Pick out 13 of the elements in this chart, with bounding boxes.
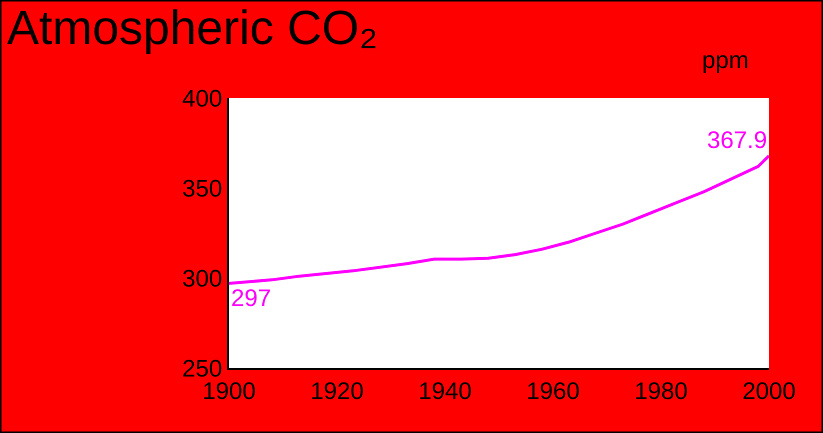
x-tick-label: 1940 xyxy=(418,378,472,405)
y-tick-label: 350 xyxy=(182,175,222,202)
y-tick-label: 300 xyxy=(182,265,222,292)
chart-title: Atmospheric CO₂ xyxy=(7,2,378,55)
line-series xyxy=(229,154,769,285)
x-tick-label: 1920 xyxy=(310,378,364,405)
y-axis-title: ppm xyxy=(702,47,749,74)
y-tick-label: 400 xyxy=(182,85,222,112)
annotation: 297 xyxy=(231,285,272,312)
x-tick-label: 1980 xyxy=(634,378,688,405)
annotation: 367.9 xyxy=(707,127,768,154)
x-tick-label: 1960 xyxy=(526,378,580,405)
x-tick-label: 2000 xyxy=(742,378,796,405)
